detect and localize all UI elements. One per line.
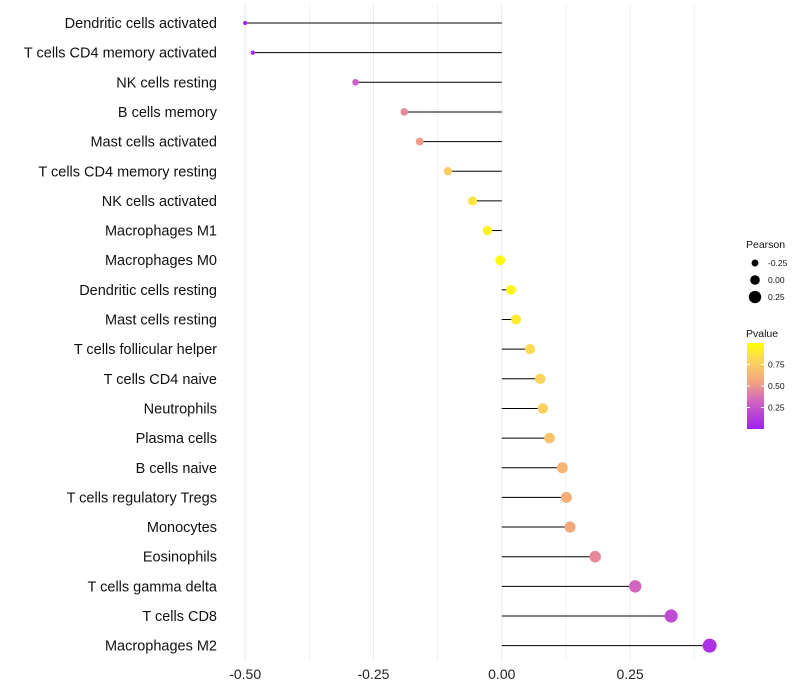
lollipop-point	[415, 137, 424, 146]
x-axis: -0.50 -0.25 0.00 0.25	[229, 666, 644, 682]
lollipop-point	[560, 491, 572, 503]
lollipop-point	[250, 50, 256, 55]
category-labels: Dendritic cells activated T cells CD4 mem…	[24, 16, 218, 655]
category-label: Dendritic cells activated	[65, 16, 217, 32]
size-legend-key	[750, 275, 760, 285]
category-label: B cells memory	[118, 105, 218, 121]
category-label: T cells CD4 memory activated	[24, 46, 217, 62]
size-legend-key	[751, 259, 759, 267]
size-legend-label: 0.00	[768, 275, 785, 285]
category-label: B cells naive	[136, 461, 217, 477]
lollipop-point	[443, 167, 453, 176]
lollipop-point	[243, 20, 248, 26]
size-legend-label: -0.25	[768, 258, 788, 268]
lollipop-point	[556, 462, 568, 474]
lollipop-point	[664, 609, 678, 623]
category-label: Eosinophils	[143, 550, 217, 566]
size-legend-key	[748, 290, 762, 304]
category-label: T cells CD4 naive	[104, 372, 217, 388]
x-tick-label: -0.50	[229, 666, 261, 682]
category-label: Macrophages M1	[105, 224, 217, 240]
category-label: Mast cells resting	[105, 313, 217, 329]
lollipop-point	[589, 550, 601, 563]
x-tick-label: 0.25	[616, 666, 643, 682]
size-legend-label: 0.25	[768, 292, 785, 302]
category-label: T cells CD4 memory resting	[38, 164, 217, 180]
category-label: Plasma cells	[136, 431, 217, 447]
color-legend-bar	[747, 343, 764, 429]
lollipop-point	[468, 196, 478, 206]
category-label: Macrophages M2	[105, 639, 217, 655]
lollipop-point	[535, 373, 546, 385]
category-label: T cells CD8	[142, 609, 217, 625]
lollipop-point	[495, 255, 506, 265]
color-legend-title: Pvalue	[746, 328, 778, 340]
category-label: T cells gamma delta	[88, 579, 218, 595]
lollipop-point	[524, 344, 536, 355]
category-label: Neutrophils	[144, 401, 217, 417]
lollipop-point	[537, 403, 549, 414]
color-legend-label: 0.50	[768, 381, 785, 391]
lollipop-point	[400, 108, 409, 116]
category-label: T cells regulatory Tregs	[67, 490, 217, 506]
category-label: Dendritic cells resting	[79, 283, 217, 299]
legend: Pearson -0.25 0.00 0.25 Pvalue 0.75 0.50 0.25	[746, 239, 788, 429]
category-label: T cells follicular helper	[74, 342, 217, 358]
color-legend-label: 0.75	[768, 360, 785, 370]
lollipop-point	[506, 284, 516, 295]
category-label: Macrophages M0	[105, 253, 217, 269]
size-legend-title: Pearson	[746, 239, 785, 251]
grid	[244, 5, 695, 660]
color-legend-label: 0.25	[768, 403, 785, 413]
category-label: Monocytes	[147, 520, 217, 536]
category-label: NK cells resting	[116, 75, 217, 91]
x-tick-label: -0.25	[358, 666, 390, 682]
lollipop-point	[544, 432, 555, 444]
category-label: Mast cells activated	[90, 135, 217, 151]
x-tick-label: 0.00	[488, 666, 515, 682]
lollipop-point	[702, 638, 717, 653]
plot-marks	[243, 20, 717, 653]
lollipop-point	[629, 580, 642, 593]
lollipop-point	[482, 225, 493, 236]
lollipop-point	[352, 79, 359, 86]
lollipop-point	[511, 314, 522, 325]
lollipop-point	[564, 521, 576, 533]
category-label: NK cells activated	[102, 194, 217, 210]
